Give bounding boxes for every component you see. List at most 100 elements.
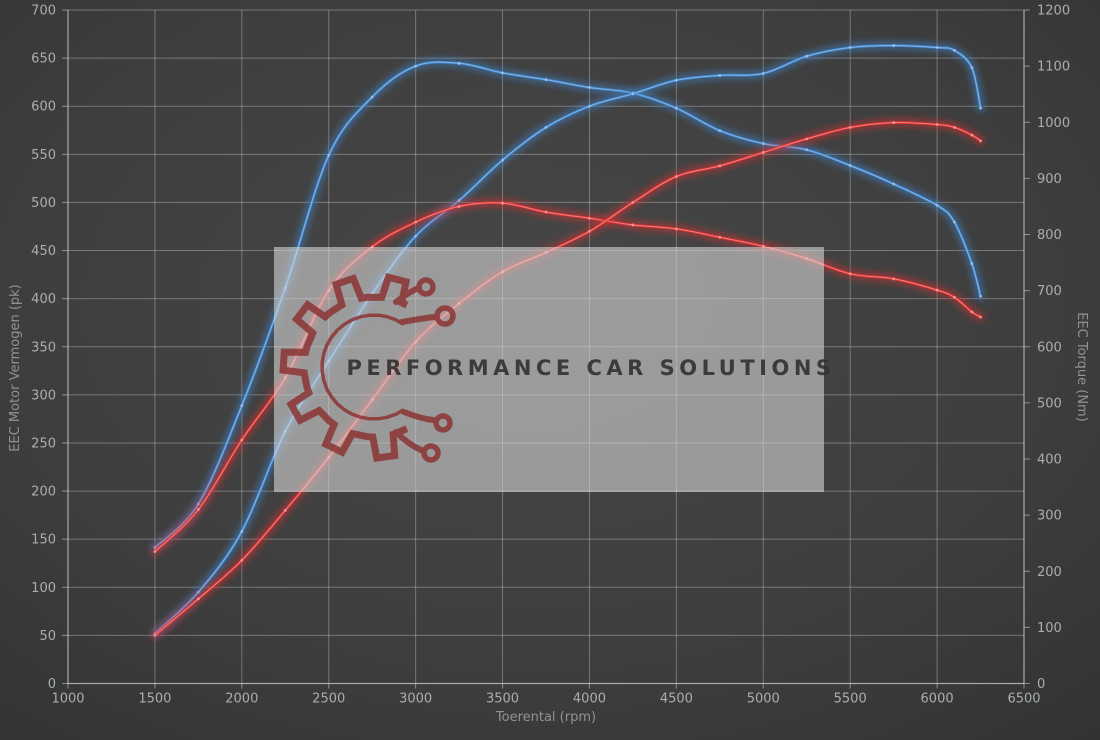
left-axis-title: EEC Motor Vermogen (pk): [8, 284, 23, 452]
data-point-marker: [953, 220, 956, 224]
data-point-marker: [848, 125, 852, 129]
tick-label-right: 600: [1037, 340, 1062, 355]
tick-label-left: 250: [31, 436, 56, 451]
tick-label-left: 200: [31, 485, 56, 500]
data-point-marker: [457, 61, 461, 65]
data-point-marker: [631, 92, 635, 96]
data-point-marker: [761, 72, 765, 75]
data-point-marker: [970, 262, 974, 266]
data-point-marker: [953, 295, 956, 299]
tick-label-left: 450: [31, 244, 56, 259]
circuit-trace: [393, 286, 419, 305]
tick-label-left: 400: [31, 292, 56, 307]
tick-label-left: 100: [31, 581, 56, 596]
data-point-marker: [674, 227, 678, 231]
tick-label-x: 5000: [747, 692, 780, 707]
data-point-marker: [761, 150, 765, 154]
circuit-node-ring: [421, 443, 441, 463]
tick-label-right: 200: [1037, 565, 1062, 580]
data-point-marker: [970, 66, 974, 70]
data-point-marker: [283, 508, 287, 512]
tick-label-left: 350: [31, 340, 56, 355]
data-point-marker: [805, 54, 809, 58]
tick-label-right: 100: [1037, 621, 1062, 636]
data-point-marker: [892, 277, 896, 281]
data-point-marker: [892, 121, 896, 124]
data-point-marker: [196, 597, 200, 601]
tick-label-right: 300: [1037, 509, 1062, 524]
tick-label-right: 700: [1037, 284, 1062, 299]
data-point-marker: [761, 244, 765, 248]
data-point-marker: [674, 106, 678, 110]
data-point-marker: [718, 129, 722, 133]
data-point-marker: [805, 137, 809, 141]
data-point-marker: [501, 158, 504, 162]
tick-label-left: 0: [48, 677, 56, 692]
tick-marks: [62, 9, 1030, 689]
watermark-text: PERFORMANCE CAR SOLUTIONS: [346, 356, 835, 380]
data-point-marker: [544, 125, 548, 129]
tick-labels: 0 50 100 150 200 250 300 350 400 450 500 550 600 650 7…: [31, 4, 1070, 707]
data-point-marker: [718, 74, 722, 77]
data-point-marker: [979, 139, 982, 143]
data-point-marker: [240, 438, 244, 442]
watermark: PERFORMANCE CAR SOLUTIONS: [274, 247, 835, 492]
data-point-marker: [979, 294, 982, 298]
data-point-marker: [979, 106, 982, 110]
tick-label-left: 650: [31, 52, 56, 67]
tick-label-left: 600: [31, 100, 56, 115]
data-point-marker: [805, 148, 809, 152]
data-point-marker: [970, 310, 974, 314]
tick-label-right: 500: [1037, 396, 1062, 411]
data-point-marker: [935, 288, 939, 292]
data-point-marker: [935, 46, 939, 49]
tick-label-left: 50: [39, 629, 56, 644]
circuit-trace: [401, 409, 436, 423]
data-point-marker: [588, 229, 591, 233]
tick-label-x: 1000: [51, 692, 84, 707]
data-point-marker: [414, 220, 418, 224]
data-point-marker: [718, 164, 722, 168]
tick-label-right: 800: [1037, 228, 1062, 243]
tick-label-left: 150: [31, 533, 56, 548]
data-point-marker: [631, 223, 635, 227]
data-point-marker: [979, 315, 982, 319]
right-axis-title: EEC Torque (Nm): [1074, 312, 1089, 422]
data-point-marker: [414, 234, 418, 238]
data-point-marker: [501, 71, 504, 75]
data-point-marker: [457, 205, 461, 208]
x-axis-title: Toerental (rpm): [495, 710, 596, 725]
data-point-marker: [414, 64, 418, 68]
data-point-marker: [892, 182, 896, 186]
data-point-marker: [953, 125, 956, 129]
data-point-marker: [153, 633, 157, 637]
data-point-marker: [240, 404, 244, 408]
data-point-marker: [674, 78, 678, 82]
data-point-marker: [935, 203, 939, 207]
tick-label-right: 1100: [1037, 60, 1070, 75]
data-point-marker: [761, 142, 765, 145]
gear-inner-arc: [320, 313, 405, 421]
data-point-marker: [544, 210, 548, 214]
data-point-marker: [370, 95, 374, 99]
data-point-marker: [588, 216, 591, 220]
tick-label-left: 500: [31, 196, 56, 211]
tick-label-right: 1000: [1037, 116, 1070, 131]
data-point-marker: [674, 175, 678, 178]
gear-circuit-logo: [279, 272, 456, 463]
tick-label-left: 550: [31, 148, 56, 163]
data-point-marker: [544, 78, 548, 81]
data-point-marker: [457, 199, 461, 202]
circuit-node-ring: [434, 305, 456, 327]
circuit-node-ring: [433, 413, 453, 433]
tick-label-x: 4000: [573, 692, 606, 707]
circuit-trace: [399, 314, 437, 325]
data-point-marker: [588, 86, 591, 89]
data-point-marker: [953, 49, 956, 52]
data-point-marker: [327, 153, 331, 157]
tick-label-right: 400: [1037, 453, 1062, 468]
tick-label-left: 300: [31, 388, 56, 403]
tick-label-x: 5500: [834, 692, 867, 707]
